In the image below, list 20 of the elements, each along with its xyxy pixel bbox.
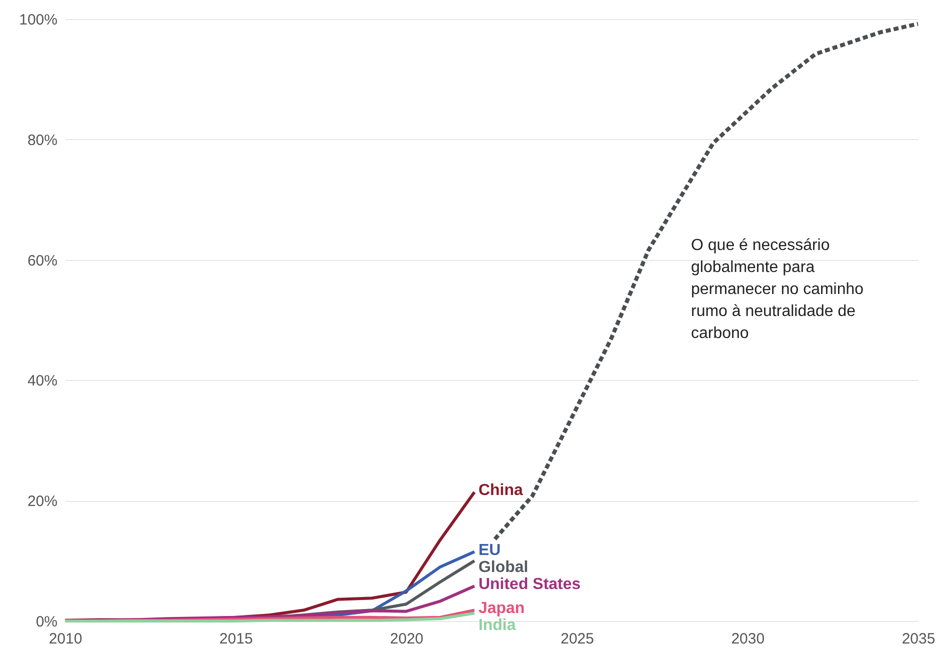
annotation: O que é necessário globalmente para permanecer no caminho rumo à neutralidade de carbono	[691, 237, 864, 342]
x-tick-label: 2015	[219, 630, 253, 648]
x-tick-label: 2020	[390, 630, 424, 648]
series-label: Global	[478, 558, 528, 576]
x-tick-label: 2030	[731, 630, 765, 648]
series-label: United States	[478, 576, 581, 594]
x-tick-label: 2035	[902, 630, 936, 648]
y-tick-label: 0%	[36, 614, 58, 630]
y-tick-label: 40%	[27, 372, 58, 390]
x-tick-label: 2010	[48, 630, 82, 648]
line-series	[64, 612, 476, 622]
series-label: Japan	[478, 600, 525, 618]
x-tick-label: 2025	[560, 630, 594, 648]
y-tick-label: 80%	[27, 132, 58, 149]
series-label: China	[478, 482, 523, 500]
y-tick-label: 100%	[19, 12, 58, 28]
series-label: EU	[478, 542, 501, 559]
y-tick-label: 20%	[27, 493, 58, 510]
series-label: India	[478, 617, 516, 634]
y-tick-label: 60%	[27, 252, 58, 270]
